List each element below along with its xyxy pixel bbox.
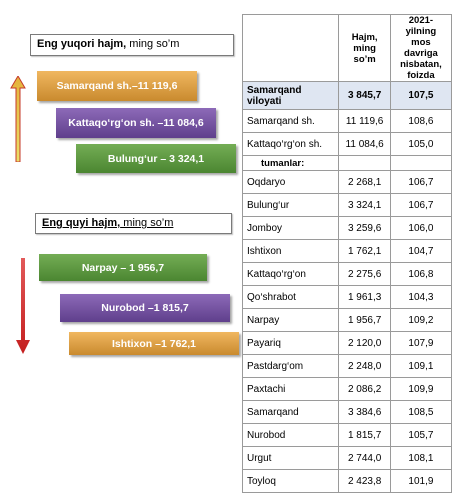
- table-row: Kattaqo‘rg‘on sh. 11 084,6 105,0: [241, 132, 453, 156]
- highest-volume-title: Eng yuqori hajm, ming so’m: [30, 34, 234, 56]
- districts-subheader-row: tumanlar:: [241, 155, 453, 171]
- city-percent: 105,0: [389, 132, 453, 156]
- top-bar-bulungur-label: Bulung‘ur – 3 324,1: [107, 152, 205, 165]
- header-blank-cell: [241, 14, 340, 82]
- table-row: Urgut 2 744,0 108,1: [241, 446, 453, 470]
- header-percent: 2021-yilning mos davriga nisbatan, foizd…: [389, 14, 453, 82]
- region-row: Samarqand viloyati 3 845,7 107,5: [241, 81, 453, 110]
- district-volume: 3 324,1: [338, 193, 391, 217]
- top-bar-kattaqorgon-city-label: Kattaqo‘rg‘on sh. –11 084,6: [68, 117, 204, 129]
- district-volume: 2 744,0: [338, 446, 391, 470]
- district-name: Nurobod: [241, 423, 340, 447]
- top-bar-samarqand-city: Samarqand sh.–11 119,6: [37, 71, 197, 101]
- district-percent: 109,2: [389, 308, 453, 332]
- top-bar-bulungur: Bulung‘ur – 3 324,1: [76, 144, 236, 173]
- district-percent: 101,9: [389, 469, 453, 493]
- header-volume: Hajm, ming so’m: [338, 14, 391, 82]
- lowest-volume-title-bold: Eng quyi hajm,: [42, 217, 121, 229]
- district-volume: 2 268,1: [338, 170, 391, 194]
- district-percent: 106,8: [389, 262, 453, 286]
- district-name: Jomboy: [241, 216, 340, 240]
- table-row: Samarqand sh. 11 119,6 108,6: [241, 109, 453, 133]
- district-name: Qo‘shrabot: [241, 285, 340, 309]
- bottom-bar-nurobod-label: Nurobod –1 815,7: [101, 302, 189, 314]
- top-bar-samarqand-city-label: Samarqand sh.–11 119,6: [56, 80, 178, 92]
- district-volume: 2 248,0: [338, 354, 391, 378]
- district-percent: 106,0: [389, 216, 453, 240]
- district-name: Oqdaryo: [241, 170, 340, 194]
- district-name: Bulung‘ur: [241, 193, 340, 217]
- district-percent: 108,5: [389, 400, 453, 424]
- table-row: Nurobod 1 815,7 105,7: [241, 423, 453, 447]
- district-percent: 106,7: [389, 170, 453, 194]
- bottom-bar-narpay: Narpay – 1 956,7: [39, 254, 207, 281]
- district-percent: 106,7: [389, 193, 453, 217]
- lowest-volume-title-unit: ming so’m: [120, 217, 174, 229]
- district-volume: 2 275,6: [338, 262, 391, 286]
- district-name: Ishtixon: [241, 239, 340, 263]
- city-name: Kattaqo‘rg‘on sh.: [241, 132, 340, 156]
- table-row: Oqdaryo 2 268,1 106,7: [241, 170, 453, 194]
- district-percent: 109,9: [389, 377, 453, 401]
- stats-table: Hajm, ming so’m 2021-yilning mos davriga…: [241, 14, 453, 493]
- table-header-row: Hajm, ming so’m 2021-yilning mos davriga…: [241, 14, 453, 82]
- district-volume: 1 815,7: [338, 423, 391, 447]
- table-row: Ishtixon 1 762,1 104,7: [241, 239, 453, 263]
- district-name: Paxtachi: [241, 377, 340, 401]
- up-arrow-icon: [10, 76, 26, 162]
- down-arrow-icon: [16, 258, 30, 354]
- district-percent: 107,9: [389, 331, 453, 355]
- highest-volume-title-unit: ming so’m: [126, 38, 180, 50]
- table-row: Samarqand 3 384,6 108,5: [241, 400, 453, 424]
- region-percent: 107,5: [389, 81, 453, 110]
- table-row: Paxtachi 2 086,2 109,9: [241, 377, 453, 401]
- lowest-volume-title: Eng quyi hajm, ming so’m: [35, 213, 232, 234]
- district-volume: 3 384,6: [338, 400, 391, 424]
- district-name: Narpay: [241, 308, 340, 332]
- district-volume: 2 086,2: [338, 377, 391, 401]
- district-name: Pastdarg‘om: [241, 354, 340, 378]
- table-row: Bulung‘ur 3 324,1 106,7: [241, 193, 453, 217]
- district-volume: 2 120,0: [338, 331, 391, 355]
- table-row: Qo‘shrabot 1 961,3 104,3: [241, 285, 453, 309]
- highest-volume-title-bold: Eng yuqori hajm,: [37, 38, 127, 50]
- district-percent: 109,1: [389, 354, 453, 378]
- districts-label-blank: [338, 155, 391, 171]
- district-volume: 3 259,6: [338, 216, 391, 240]
- district-name: Kattaqo‘rg‘on: [241, 262, 340, 286]
- table-row: Jomboy 3 259,6 106,0: [241, 216, 453, 240]
- districts-label: tumanlar:: [241, 155, 340, 171]
- bottom-bar-ishtixon-label: Ishtixon –1 762,1: [111, 337, 197, 350]
- region-volume: 3 845,7: [338, 81, 391, 110]
- table-row: Kattaqo‘rg‘on 2 275,6 106,8: [241, 262, 453, 286]
- city-volume: 11 119,6: [338, 109, 391, 133]
- district-volume: 1 961,3: [338, 285, 391, 309]
- district-percent: 108,1: [389, 446, 453, 470]
- table-row: Pastdarg‘om 2 248,0 109,1: [241, 354, 453, 378]
- city-percent: 108,6: [389, 109, 453, 133]
- bottom-bar-narpay-label: Narpay – 1 956,7: [81, 261, 165, 274]
- district-name: Payariq: [241, 331, 340, 355]
- district-name: Toyloq: [241, 469, 340, 493]
- district-name: Samarqand: [241, 400, 340, 424]
- table-row: Narpay 1 956,7 109,2: [241, 308, 453, 332]
- city-name: Samarqand sh.: [241, 109, 340, 133]
- district-percent: 104,3: [389, 285, 453, 309]
- district-percent: 104,7: [389, 239, 453, 263]
- districts-label-blank: [389, 155, 453, 171]
- table-row: Payariq 2 120,0 107,9: [241, 331, 453, 355]
- region-name: Samarqand viloyati: [241, 81, 340, 110]
- city-volume: 11 084,6: [338, 132, 391, 156]
- district-volume: 2 423,8: [338, 469, 391, 493]
- district-volume: 1 762,1: [338, 239, 391, 263]
- bottom-bar-ishtixon: Ishtixon –1 762,1: [69, 332, 239, 355]
- bottom-bar-nurobod: Nurobod –1 815,7: [60, 294, 230, 322]
- district-volume: 1 956,7: [338, 308, 391, 332]
- top-bar-kattaqorgon-city: Kattaqo‘rg‘on sh. –11 084,6: [56, 108, 216, 138]
- district-percent: 105,7: [389, 423, 453, 447]
- district-name: Urgut: [241, 446, 340, 470]
- table-row: Toyloq 2 423,8 101,9: [241, 469, 453, 493]
